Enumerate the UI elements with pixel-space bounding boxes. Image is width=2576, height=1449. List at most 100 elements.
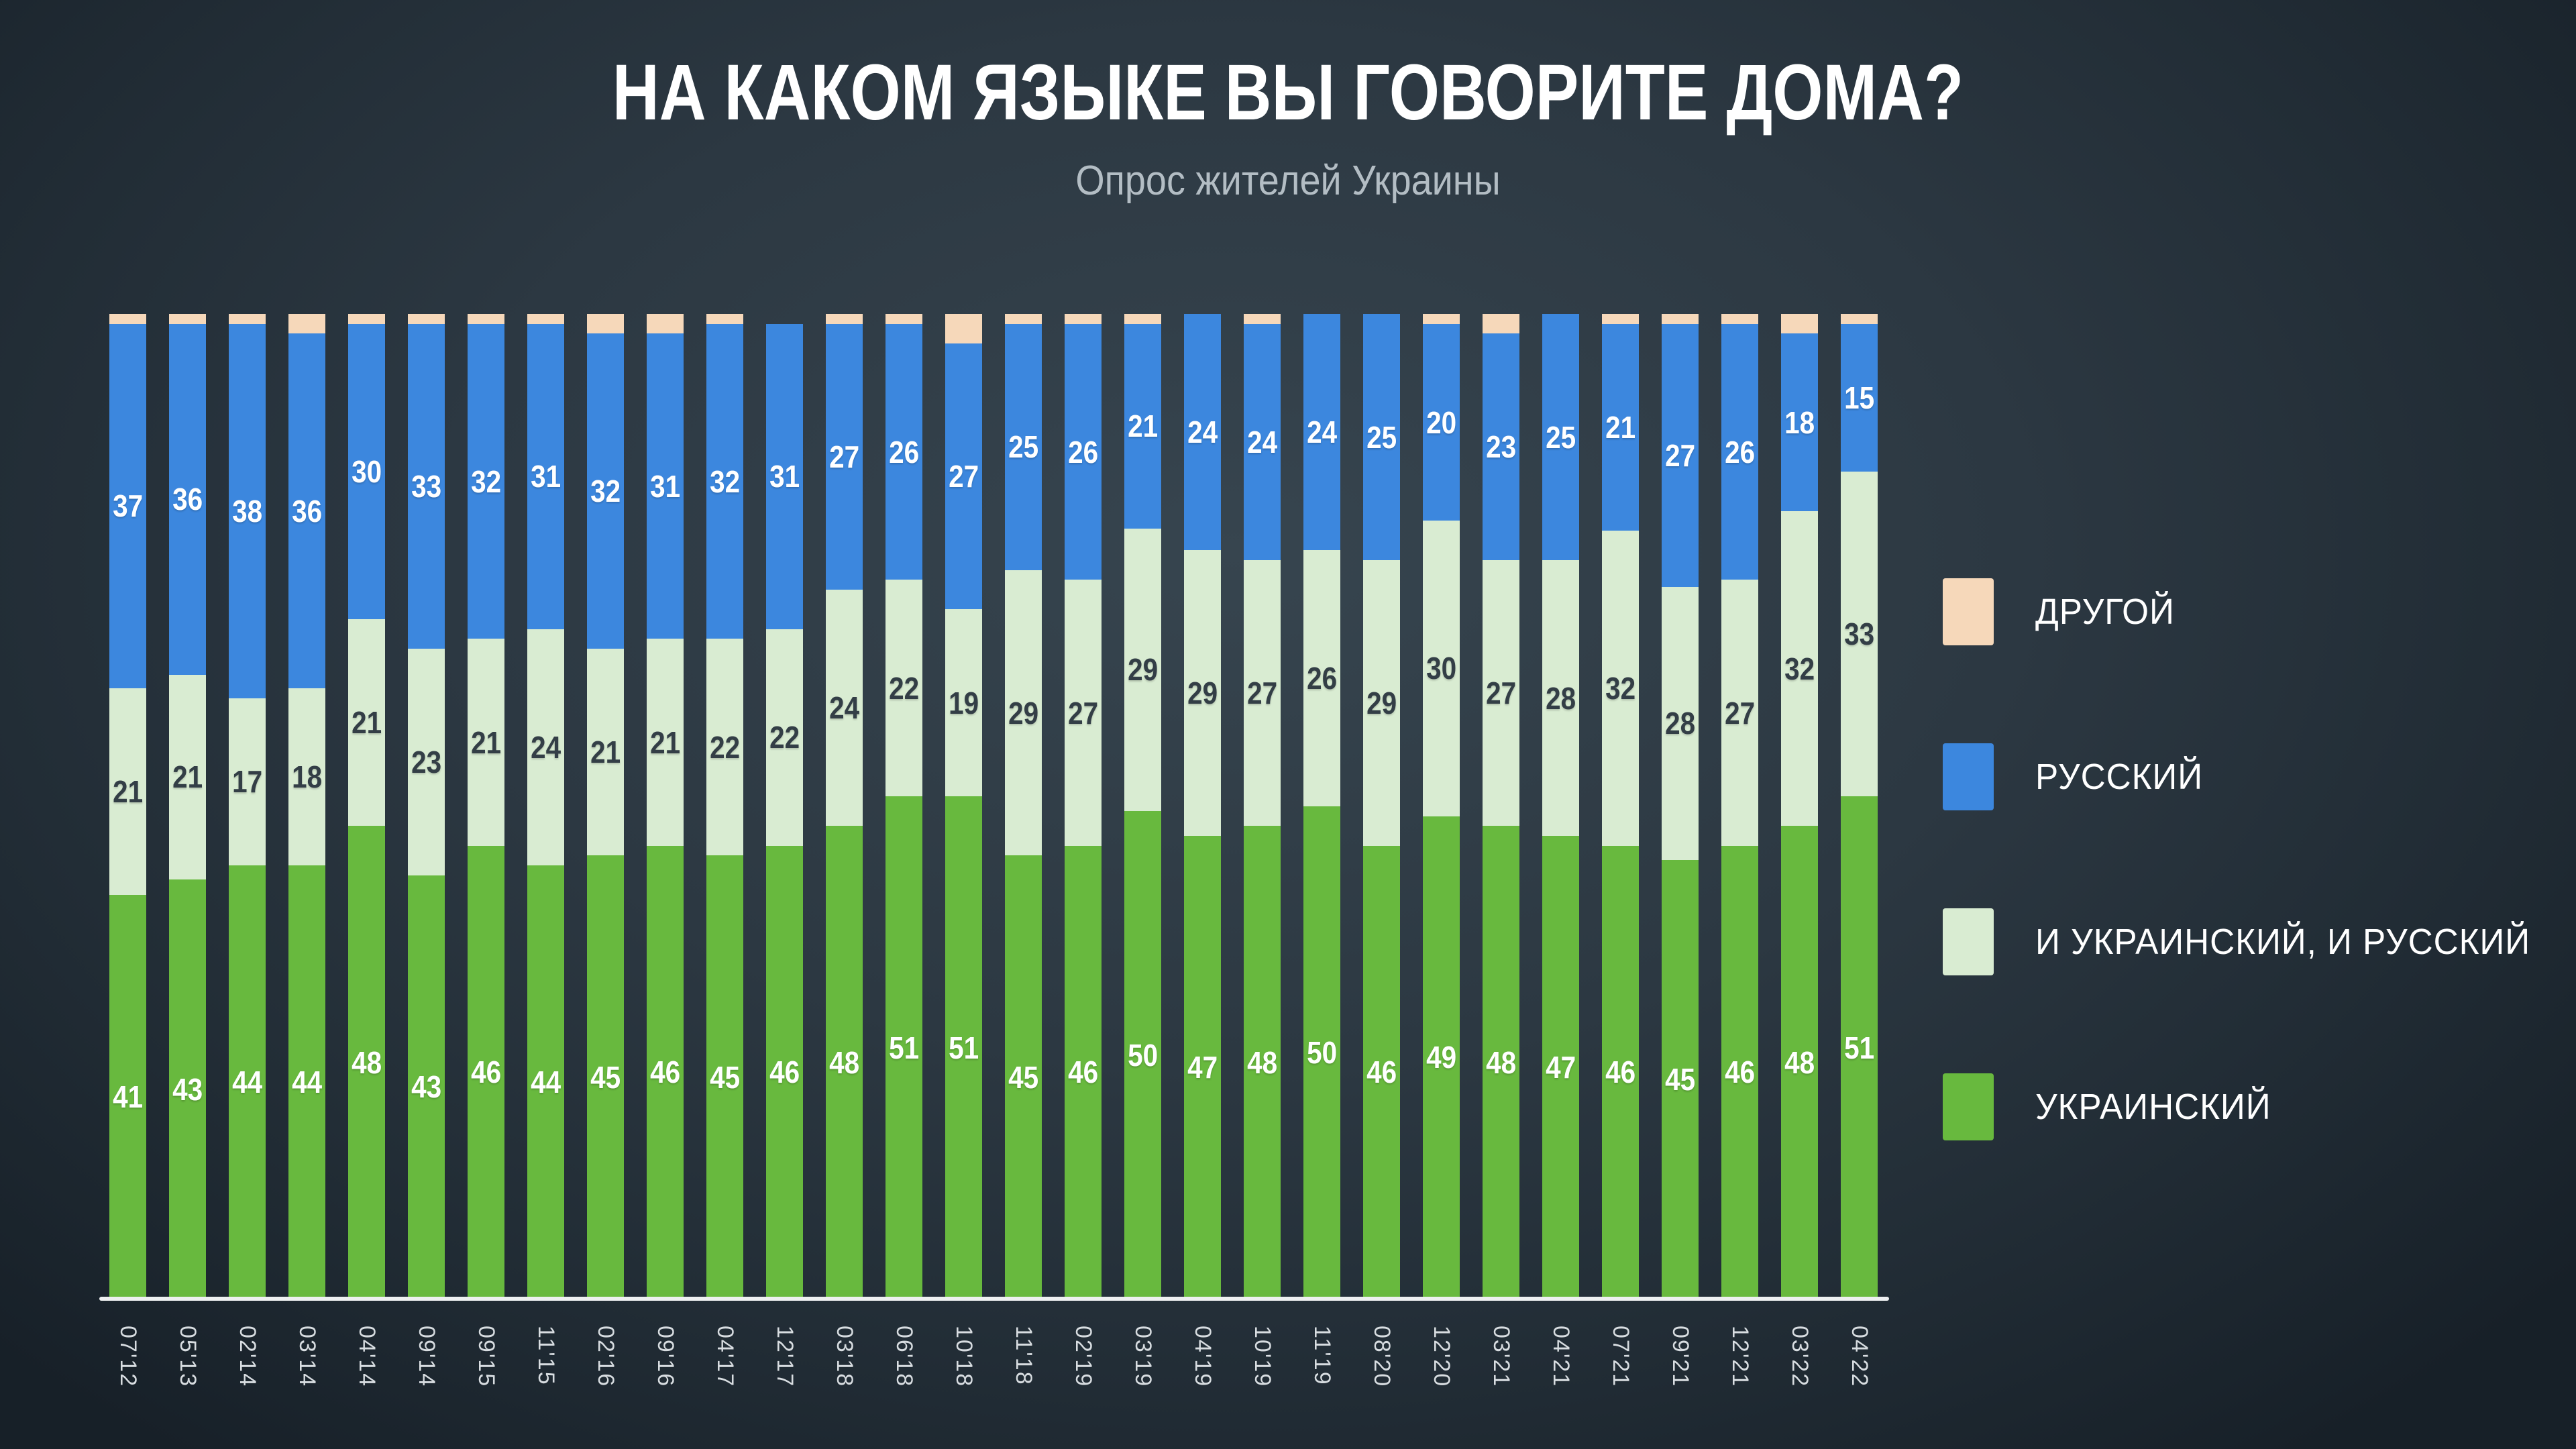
- segment-ukrainian: 45: [587, 855, 624, 1299]
- value-label-ukrainian: 49: [1426, 1040, 1457, 1075]
- value-label-russian: 15: [1843, 380, 1875, 415]
- x-axis-label: 11'15: [533, 1326, 559, 1386]
- segment-other: [408, 314, 445, 324]
- value-label-both: 24: [530, 729, 561, 765]
- bar-group-05'13: 43 21 36 05'13: [169, 314, 206, 1387]
- value-label-ukrainian: 47: [1545, 1050, 1576, 1085]
- value-label-russian: 20: [1426, 405, 1457, 440]
- segment-both: 33: [1841, 471, 1878, 797]
- value-label-both: 26: [1306, 661, 1338, 696]
- value-label-ukrainian: 48: [1485, 1044, 1517, 1080]
- value-label-ukrainian: 43: [172, 1071, 203, 1107]
- chart-subtitle: Опрос жителей Украины: [1075, 158, 1501, 204]
- segment-both: 28: [1542, 560, 1579, 837]
- segment-other: [1423, 314, 1460, 324]
- value-label-both: 23: [411, 744, 442, 780]
- chart-header: НА КАКОМ ЯЗЫКЕ ВЫ ГОВОРИТЕ ДОМА? Опрос ж…: [0, 47, 2576, 205]
- segment-other: [587, 314, 624, 334]
- segment-russian: 25: [1363, 314, 1400, 561]
- segment-ukrainian: 50: [1124, 811, 1161, 1299]
- x-axis-label: 09'21: [1668, 1326, 1693, 1388]
- value-label-both: 22: [888, 670, 920, 706]
- value-label-russian: 27: [948, 459, 979, 494]
- bar-group-11'18: 45 29 25 11'18: [1005, 314, 1042, 1386]
- value-label-russian: 38: [231, 493, 263, 529]
- segment-ukrainian: 45: [1005, 855, 1042, 1299]
- bar-group-03'19: 50 29 21 03'19: [1124, 313, 1161, 1387]
- segment-both: 32: [1602, 530, 1639, 846]
- value-label-both: 29: [1008, 695, 1039, 731]
- bar-group-09'16: 46 21 31 09'16: [647, 314, 684, 1387]
- segment-other: [826, 314, 863, 324]
- segment-russian: 18: [1781, 333, 1818, 511]
- x-axis-label: 03'14: [294, 1326, 320, 1388]
- value-label-both: 17: [231, 764, 263, 800]
- value-label-both: 21: [112, 773, 144, 809]
- value-label-russian: 26: [888, 434, 920, 470]
- segment-russian: 27: [945, 343, 982, 610]
- segment-other: [109, 314, 146, 324]
- segment-russian: 21: [1124, 323, 1161, 529]
- segment-both: 27: [1065, 580, 1102, 846]
- bar-group-03'21: 48 27 23 03'21: [1483, 314, 1519, 1387]
- segment-both: 21: [109, 688, 146, 896]
- segment-both: 26: [1303, 550, 1340, 806]
- bar-group-11'15: 44 24 31 11'15: [527, 314, 564, 1386]
- segment-other: [1721, 314, 1758, 324]
- bar-group-04'17: 45 22 32 04'17: [706, 314, 743, 1387]
- value-label-russian: 27: [828, 439, 860, 474]
- value-label-russian: 24: [1187, 415, 1218, 450]
- segment-russian: 23: [1483, 333, 1519, 561]
- segment-both: 29: [1184, 550, 1221, 837]
- legend-swatch-other: [1943, 578, 1994, 645]
- value-label-both: 28: [1545, 680, 1576, 716]
- bar-group-12'21: 46 27 26 12'21: [1721, 314, 1758, 1387]
- segment-russian: 37: [109, 323, 146, 688]
- segment-both: 21: [169, 674, 206, 879]
- value-label-russian: 21: [1127, 409, 1159, 444]
- segment-ukrainian: 46: [1721, 845, 1758, 1299]
- value-label-both: 32: [1784, 651, 1815, 686]
- value-label-ukrainian: 45: [709, 1059, 741, 1095]
- bar-group-06'18: 51 22 26 06'18: [885, 314, 922, 1387]
- value-label-ukrainian: 48: [1246, 1044, 1278, 1080]
- value-label-ukrainian: 51: [888, 1030, 920, 1065]
- value-label-ukrainian: 46: [1366, 1055, 1397, 1090]
- segment-both: 21: [647, 639, 684, 846]
- x-axis-baseline: [99, 1297, 1889, 1301]
- segment-other: [1124, 313, 1161, 324]
- segment-russian: 36: [169, 323, 206, 675]
- value-label-ukrainian: 50: [1306, 1035, 1338, 1070]
- segment-both: 27: [1244, 560, 1281, 826]
- segment-ukrainian: 48: [1781, 826, 1818, 1299]
- value-label-both: 21: [351, 705, 382, 741]
- segment-ukrainian: 48: [826, 826, 863, 1299]
- value-label-both: 24: [828, 690, 860, 726]
- x-axis-label: 02'16: [593, 1326, 619, 1388]
- segment-ukrainian: 46: [1363, 845, 1400, 1299]
- x-axis-label: 03'18: [832, 1326, 857, 1388]
- segment-ukrainian: 43: [169, 879, 206, 1299]
- x-axis-label: 12'20: [1429, 1326, 1454, 1388]
- segment-ukrainian: 48: [1244, 826, 1281, 1299]
- stacked-bar-plot: 41 21 37 07'12 43 21 36 05'13 44 17 38 02'14 44 18 36 0…: [109, 313, 1878, 1387]
- segment-both: 19: [945, 609, 982, 797]
- bar-group-04'14: 48 21 30 04'14: [348, 314, 385, 1387]
- segment-both: 18: [288, 688, 325, 866]
- segment-russian: 26: [1065, 323, 1102, 580]
- segment-russian: 32: [468, 323, 504, 639]
- value-label-both: 22: [769, 720, 800, 755]
- bar-group-02'16: 45 21 32 02'16: [587, 314, 624, 1387]
- bar-group-10'19: 48 27 24 10'19: [1244, 314, 1281, 1387]
- segment-russian: 30: [348, 323, 385, 620]
- legend-item-both: И УКРАИНСКИЙ, И РУССКИЙ: [1943, 908, 2557, 975]
- value-label-ukrainian: 46: [649, 1055, 681, 1090]
- segment-russian: 27: [1662, 323, 1699, 587]
- segment-ukrainian: 44: [229, 865, 266, 1299]
- segment-ukrainian: 45: [706, 855, 743, 1299]
- value-label-russian: 26: [1067, 434, 1099, 470]
- value-label-both: 21: [590, 735, 621, 770]
- value-label-ukrainian: 47: [1187, 1050, 1218, 1085]
- segment-other: [945, 314, 982, 344]
- segment-russian: 24: [1303, 314, 1340, 551]
